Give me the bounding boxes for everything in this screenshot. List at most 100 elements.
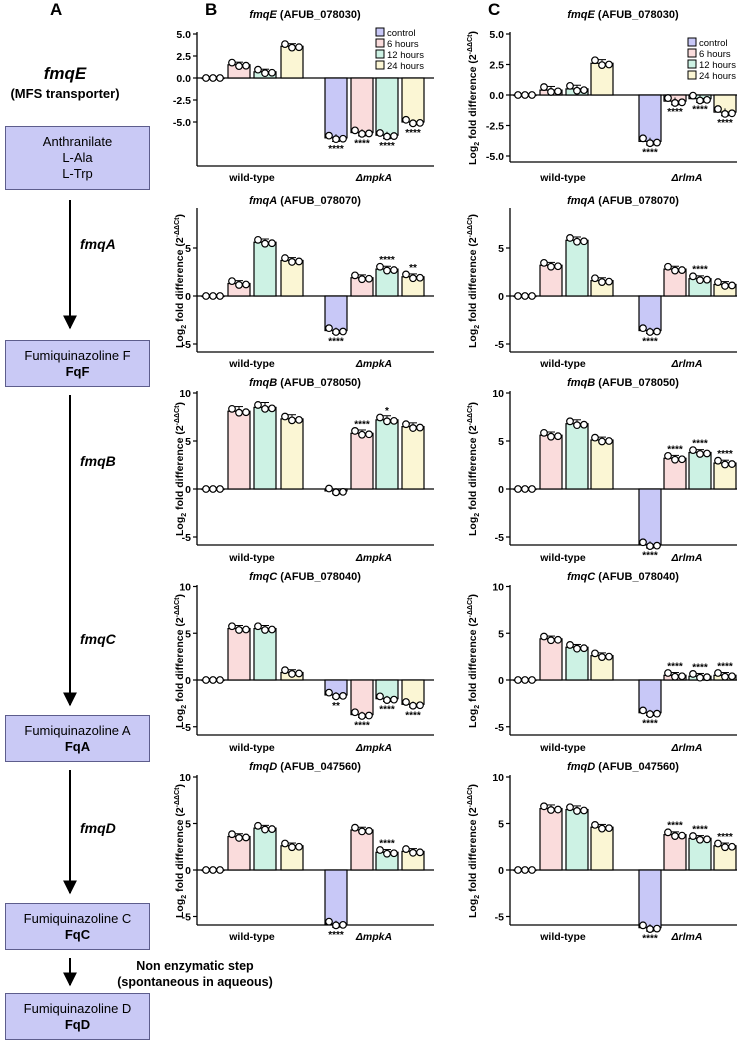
data-point [514, 292, 522, 300]
data-point [295, 415, 303, 424]
data-point [591, 820, 599, 829]
data-point [295, 43, 303, 52]
legend-label: 6 hours [387, 39, 419, 50]
bar-12-hours-0 [565, 808, 589, 871]
y-tick-label: 0 [185, 484, 191, 496]
legend-label: 12 hours [699, 60, 736, 71]
data-point [514, 91, 522, 99]
data-point [646, 925, 654, 933]
data-point [653, 541, 661, 550]
data-point [639, 538, 647, 547]
data-point [528, 91, 536, 99]
data-point [653, 138, 661, 147]
significance-label: **** [667, 444, 683, 455]
data-point [332, 135, 340, 144]
data-point [339, 487, 347, 496]
y-tick-label: 10 [179, 582, 191, 594]
significance-label: **** [642, 934, 658, 945]
data-point [332, 692, 340, 701]
data-point [728, 842, 736, 851]
data-point [228, 58, 236, 67]
data-point [376, 413, 384, 422]
product-box-fqc: Fumiquinazoline C FqC [5, 903, 150, 950]
y-tick-label: 5 [498, 628, 504, 640]
data-point [554, 87, 562, 96]
data-point [728, 672, 736, 681]
ylabel-part: fold difference (2 [174, 237, 186, 325]
group-label: ΔmpkA [355, 552, 392, 564]
data-point [358, 430, 366, 439]
legend-label: control [699, 38, 728, 49]
data-point [416, 423, 424, 432]
data-point [268, 68, 276, 77]
ylabel-part: Log [174, 899, 186, 918]
legend-swatch [375, 27, 385, 37]
data-point [521, 485, 529, 493]
y-tick-label: 5 [185, 628, 191, 640]
bar-6-hours-0 [539, 808, 563, 871]
y-tick-label: 2.5 [489, 60, 504, 72]
data-point [235, 626, 243, 634]
data-point [281, 412, 289, 421]
data-point [325, 131, 333, 140]
data-point [696, 96, 704, 105]
data-point [696, 450, 704, 458]
data-point [242, 408, 250, 417]
data-point [547, 806, 555, 814]
ylabel-sup: -ΔΔCt [174, 217, 181, 237]
data-point [390, 695, 398, 704]
data-point [721, 282, 729, 290]
significance-label: **** [692, 105, 708, 116]
ylabel-sub: 2 [181, 325, 188, 329]
data-point [598, 61, 606, 70]
data-point [332, 488, 340, 497]
data-point [696, 276, 704, 285]
data-point [714, 105, 722, 113]
data-point [295, 257, 303, 266]
data-point [358, 129, 366, 138]
data-point [295, 669, 303, 678]
ylabel-sub: 2 [474, 895, 481, 899]
data-point [325, 484, 333, 493]
data-point [383, 266, 391, 275]
group-label: ΔrlmA [671, 742, 703, 754]
data-point [580, 86, 588, 95]
substrates-box: Anthranilate L-Ala L-Trp [5, 126, 150, 190]
significance-label: **** [692, 439, 708, 450]
data-point [202, 485, 210, 493]
data-point [664, 94, 672, 102]
data-point [605, 824, 613, 833]
substrate: Anthranilate [42, 134, 113, 149]
data-point [409, 424, 417, 432]
data-point [703, 835, 711, 844]
data-point [383, 417, 391, 426]
significance-label: **** [692, 265, 708, 276]
data-point [409, 274, 417, 283]
chart-fmqD-C: fmqD (AFUB_047560) 10 5 0 -5 Log2 fold differ… [467, 761, 737, 945]
significance-label: **** [717, 832, 733, 843]
chart-title: fmqA (AFUB_078070) [567, 195, 679, 207]
product-name: Fumiquinazoline F [24, 347, 131, 363]
data-point [689, 446, 697, 455]
data-point [605, 437, 613, 445]
legend-label: 24 hours [387, 61, 424, 72]
chart-title: fmqC (AFUB_078040) [249, 571, 361, 583]
bar-12-hours-0 [565, 239, 589, 297]
data-point [639, 706, 647, 715]
bar-12-hours-0 [253, 406, 277, 490]
chart-title-gene: fmqD [567, 761, 595, 773]
data-point [209, 74, 217, 82]
product-name: Fumiquinazoline A [24, 722, 131, 738]
y-tick-label: 5 [498, 436, 504, 448]
bar-24-hours-1 [401, 426, 425, 490]
data-point [288, 258, 296, 266]
y-axis-label: Log2 fold difference (2-ΔΔCt) [174, 784, 188, 918]
data-point [235, 408, 243, 417]
data-point [703, 449, 711, 458]
data-point [325, 688, 333, 697]
data-point [671, 455, 679, 464]
data-point [598, 278, 606, 286]
y-tick-label: 0 [498, 865, 504, 877]
